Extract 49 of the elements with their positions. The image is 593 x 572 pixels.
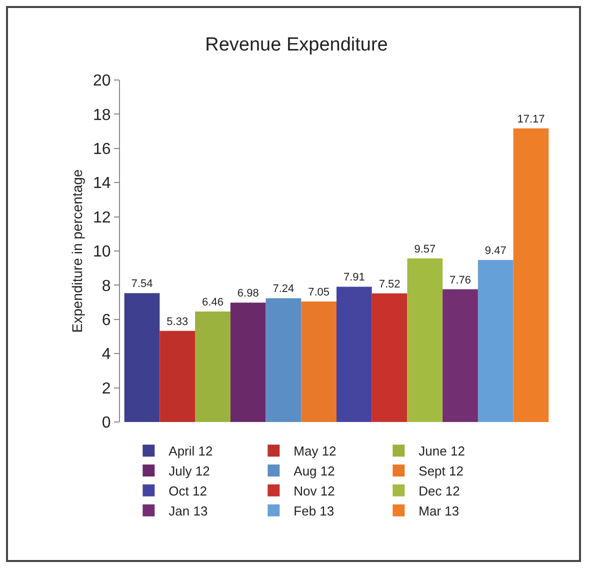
bar xyxy=(372,293,408,422)
data-label: 6.98 xyxy=(237,288,259,300)
y-tick-label: 20 xyxy=(93,72,111,90)
data-label: 7.24 xyxy=(272,283,294,296)
y-tick-label: 10 xyxy=(93,244,111,261)
bar xyxy=(266,298,302,422)
data-label: 7.52 xyxy=(378,278,400,290)
bar xyxy=(407,258,443,422)
bar xyxy=(513,128,549,422)
data-label: 7.54 xyxy=(131,278,153,290)
data-label: 5.33 xyxy=(166,316,188,328)
legend-label: April 12 xyxy=(168,444,213,459)
bar xyxy=(301,301,336,422)
legend-label: May 12 xyxy=(294,444,336,459)
legend-label: Dec 12 xyxy=(418,484,460,498)
legend-label: Aug 12 xyxy=(294,464,335,479)
data-label: 6.46 xyxy=(202,296,224,309)
y-tick-label: 16 xyxy=(93,141,111,158)
bar xyxy=(478,260,514,422)
data-label: 7.05 xyxy=(308,286,330,298)
bar xyxy=(160,330,196,422)
data-label: 17.17 xyxy=(517,113,545,126)
bar xyxy=(195,312,230,422)
data-label: 7.91 xyxy=(343,272,365,284)
legend-label: June 12 xyxy=(418,444,465,459)
legend-label: Mar 13 xyxy=(418,503,460,518)
y-tick-label: 14 xyxy=(93,175,111,192)
data-label: 7.76 xyxy=(450,274,471,286)
bar xyxy=(336,286,372,422)
legend-label: Oct 12 xyxy=(168,484,207,498)
y-tick-label: 0 xyxy=(102,414,111,432)
bar xyxy=(442,289,478,422)
y-tick-label: 6 xyxy=(102,312,111,329)
legend-label: Sept 12 xyxy=(418,464,464,479)
legend-label: Jan 13 xyxy=(168,503,208,518)
data-label: 9.47 xyxy=(484,245,506,258)
chart-title: Revenue Expenditure xyxy=(205,34,388,56)
legend-label: Feb 13 xyxy=(294,503,334,518)
y-tick-label: 18 xyxy=(93,106,111,124)
y-axis-title: Expenditure in percentage xyxy=(69,169,85,333)
legend-label: Nov 12 xyxy=(294,484,335,498)
y-tick-label: 4 xyxy=(102,346,111,364)
bar xyxy=(230,302,266,422)
y-tick-label: 2 xyxy=(102,380,111,398)
bar xyxy=(124,293,160,422)
y-tick-label: 12 xyxy=(93,209,111,226)
data-label: 9.57 xyxy=(414,243,436,256)
y-tick-label: 8 xyxy=(102,278,111,295)
legend-label: July 12 xyxy=(168,464,210,479)
